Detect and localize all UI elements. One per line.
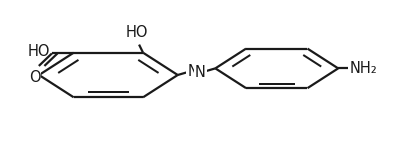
Text: HO: HO (126, 25, 148, 40)
Text: HO: HO (28, 44, 50, 59)
Text: N: N (195, 64, 206, 80)
Text: NH₂: NH₂ (350, 61, 378, 76)
Text: O: O (29, 70, 41, 85)
Text: N: N (187, 64, 198, 79)
